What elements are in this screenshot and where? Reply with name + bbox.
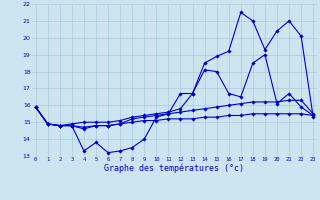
- X-axis label: Graphe des températures (°c): Graphe des températures (°c): [104, 163, 244, 173]
